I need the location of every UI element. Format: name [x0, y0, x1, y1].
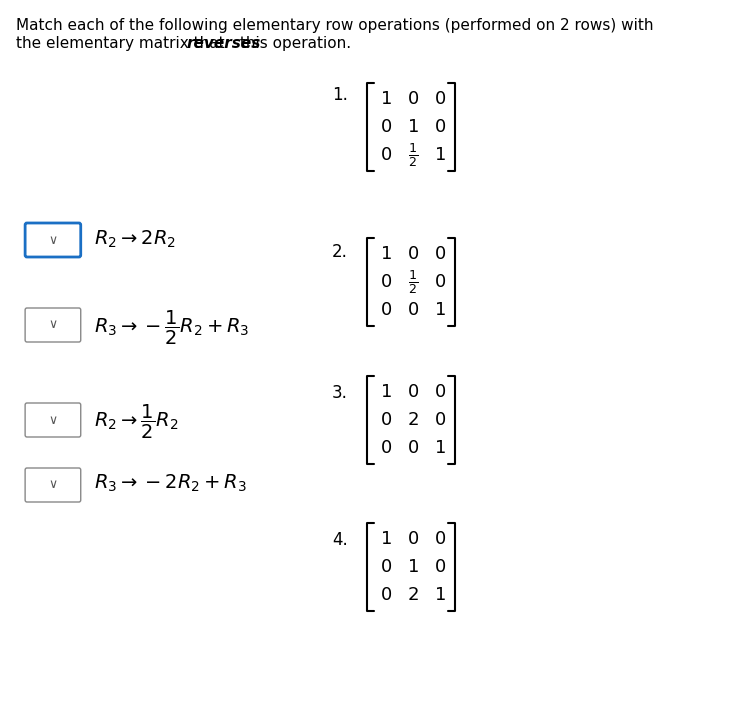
Text: $0$: $0$	[433, 245, 446, 263]
Text: $0$: $0$	[433, 530, 446, 548]
Text: $1$: $1$	[380, 383, 392, 401]
Text: $\frac{1}{2}$: $\frac{1}{2}$	[407, 141, 418, 169]
Text: $1$: $1$	[433, 301, 445, 319]
Text: $0$: $0$	[433, 273, 446, 291]
Text: $1$: $1$	[380, 530, 392, 548]
Text: $0$: $0$	[433, 118, 446, 136]
Text: $0$: $0$	[407, 90, 418, 108]
Text: $0$: $0$	[407, 383, 418, 401]
Text: $R_2 \rightarrow 2R_2$: $R_2 \rightarrow 2R_2$	[94, 228, 176, 250]
Text: 3.: 3.	[332, 384, 348, 402]
Text: $0$: $0$	[433, 383, 446, 401]
Text: ∨: ∨	[48, 234, 57, 246]
Text: $0$: $0$	[380, 273, 392, 291]
FancyBboxPatch shape	[25, 223, 81, 257]
Text: this operation.: this operation.	[235, 36, 351, 51]
Text: Match each of the following elementary row operations (performed on 2 rows) with: Match each of the following elementary r…	[16, 18, 654, 33]
Text: $0$: $0$	[433, 90, 446, 108]
FancyBboxPatch shape	[25, 308, 81, 342]
Text: $R_3 \rightarrow -2R_2 + R_3$: $R_3 \rightarrow -2R_2 + R_3$	[94, 472, 247, 494]
Text: $0$: $0$	[380, 586, 392, 604]
Text: the elementary matrix that: the elementary matrix that	[16, 36, 229, 51]
Text: ∨: ∨	[48, 319, 57, 331]
Text: $2$: $2$	[407, 586, 418, 604]
Text: 1.: 1.	[332, 86, 348, 104]
Text: $2$: $2$	[407, 411, 418, 429]
Text: $0$: $0$	[407, 530, 418, 548]
Text: 4.: 4.	[332, 531, 348, 549]
Text: $0$: $0$	[380, 558, 392, 576]
FancyBboxPatch shape	[25, 403, 81, 437]
FancyBboxPatch shape	[25, 468, 81, 502]
Text: $0$: $0$	[380, 439, 392, 457]
Text: $0$: $0$	[407, 301, 418, 319]
Text: $1$: $1$	[433, 586, 445, 604]
Text: $1$: $1$	[380, 90, 392, 108]
Text: reverses: reverses	[186, 36, 261, 51]
Text: $R_3 \rightarrow -\dfrac{1}{2}R_2 + R_3$: $R_3 \rightarrow -\dfrac{1}{2}R_2 + R_3$	[94, 309, 249, 347]
Text: $0$: $0$	[380, 301, 392, 319]
Text: $R_2 \rightarrow \dfrac{1}{2}R_2$: $R_2 \rightarrow \dfrac{1}{2}R_2$	[94, 403, 179, 441]
Text: ∨: ∨	[48, 413, 57, 427]
Text: ∨: ∨	[48, 479, 57, 491]
Text: $\frac{1}{2}$: $\frac{1}{2}$	[407, 268, 418, 296]
Text: $0$: $0$	[407, 439, 418, 457]
Text: 2.: 2.	[332, 243, 348, 261]
Text: $1$: $1$	[407, 558, 418, 576]
Text: $1$: $1$	[433, 146, 445, 164]
Text: $0$: $0$	[380, 146, 392, 164]
Text: $1$: $1$	[433, 439, 445, 457]
Text: $0$: $0$	[433, 411, 446, 429]
Text: $1$: $1$	[380, 245, 392, 263]
Text: $0$: $0$	[380, 118, 392, 136]
Text: $1$: $1$	[407, 118, 418, 136]
Text: $0$: $0$	[380, 411, 392, 429]
Text: $0$: $0$	[433, 558, 446, 576]
Text: $0$: $0$	[407, 245, 418, 263]
